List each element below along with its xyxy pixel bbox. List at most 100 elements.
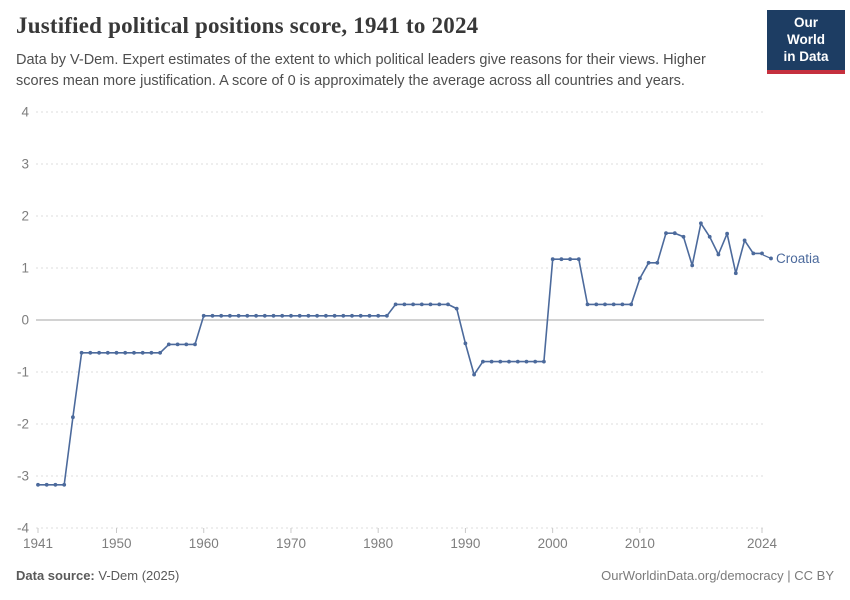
series-end-label: Croatia bbox=[776, 251, 820, 266]
data-point-marker bbox=[341, 313, 346, 318]
data-point-marker bbox=[254, 313, 258, 318]
series-label-connector-dot bbox=[769, 256, 773, 261]
data-point-marker bbox=[446, 302, 450, 307]
data-point-marker bbox=[376, 313, 381, 318]
data-point-marker bbox=[751, 251, 756, 256]
data-point-marker bbox=[681, 234, 686, 239]
data-point-marker bbox=[524, 359, 529, 364]
data-point-marker bbox=[533, 359, 538, 364]
data-point-marker bbox=[716, 252, 721, 257]
data-point-marker bbox=[638, 276, 642, 281]
x-tick-label: 1980 bbox=[363, 536, 393, 551]
x-tick-label: 1941 bbox=[23, 536, 53, 551]
data-point-marker bbox=[245, 313, 250, 318]
data-point-marker bbox=[315, 313, 319, 318]
data-point-marker bbox=[402, 302, 407, 307]
data-point-marker bbox=[481, 359, 485, 364]
data-point-marker bbox=[358, 313, 363, 318]
x-tick-label: 1970 bbox=[276, 536, 306, 551]
data-point-marker bbox=[140, 350, 145, 355]
data-point-marker bbox=[297, 313, 302, 318]
data-point-marker bbox=[542, 359, 546, 364]
x-tick-label: 1960 bbox=[189, 536, 219, 551]
data-point-marker bbox=[332, 313, 337, 318]
data-point-marker bbox=[385, 313, 389, 318]
data-point-marker bbox=[62, 482, 67, 487]
data-point-marker bbox=[367, 313, 372, 318]
data-point-marker bbox=[498, 359, 503, 364]
y-tick-label: 0 bbox=[21, 313, 29, 328]
data-point-marker bbox=[158, 350, 163, 355]
data-point-marker bbox=[507, 359, 511, 364]
data-point-marker bbox=[515, 359, 520, 364]
y-tick-label: -3 bbox=[17, 469, 29, 484]
y-tick-label: 3 bbox=[21, 157, 29, 172]
data-point-marker bbox=[489, 359, 494, 364]
owid-logo[interactable]: Our World in Data bbox=[767, 10, 845, 74]
data-point-marker bbox=[97, 350, 101, 355]
data-point-marker bbox=[175, 342, 180, 347]
data-point-marker bbox=[53, 482, 58, 487]
data-point-marker bbox=[594, 302, 599, 307]
chart-title: Justified political positions score, 194… bbox=[16, 13, 479, 38]
x-tick-label: 2000 bbox=[538, 536, 568, 551]
data-source-value: V-Dem (2025) bbox=[94, 568, 180, 583]
data-point-marker bbox=[149, 350, 154, 355]
data-point-marker bbox=[672, 231, 677, 236]
data-point-marker bbox=[629, 302, 634, 307]
series-line bbox=[37, 222, 763, 486]
data-point-marker bbox=[219, 313, 224, 318]
data-point-marker bbox=[559, 257, 564, 262]
data-point-marker bbox=[428, 302, 433, 307]
data-point-marker bbox=[262, 313, 267, 318]
data-point-marker bbox=[324, 313, 328, 318]
data-point-marker bbox=[210, 313, 215, 318]
data-point-marker bbox=[690, 263, 695, 268]
attribution-link[interactable]: OurWorldinData.org/democracy | CC BY bbox=[601, 568, 834, 583]
x-tick-label: 2010 bbox=[625, 536, 655, 551]
y-tick-label: -2 bbox=[17, 417, 29, 432]
data-point-marker bbox=[733, 271, 738, 276]
chart-subtitle: Data by V-Dem. Expert estimates of the e… bbox=[16, 52, 706, 89]
y-tick-label: 1 bbox=[21, 261, 29, 276]
data-point-marker bbox=[725, 231, 729, 236]
data-point-marker bbox=[576, 257, 581, 262]
data-point-marker bbox=[193, 342, 197, 347]
chart-footer: Data source: V-Dem (2025) OurWorldinData… bbox=[16, 568, 834, 583]
data-point-marker bbox=[655, 260, 660, 265]
data-point-marker bbox=[437, 302, 442, 307]
data-point-marker bbox=[603, 302, 607, 307]
data-point-marker bbox=[201, 313, 206, 318]
data-point-marker bbox=[79, 350, 84, 355]
data-point-marker bbox=[707, 234, 712, 239]
data-point-marker bbox=[454, 306, 459, 311]
y-tick-label: -4 bbox=[17, 521, 29, 536]
data-point-marker bbox=[646, 260, 651, 265]
data-point-marker bbox=[411, 302, 415, 307]
data-source: Data source: V-Dem (2025) bbox=[16, 568, 179, 583]
data-point-marker bbox=[350, 313, 354, 318]
data-point-marker bbox=[419, 302, 424, 307]
x-tick-label: 1990 bbox=[450, 536, 480, 551]
data-source-label: Data source: bbox=[16, 568, 95, 583]
data-point-marker bbox=[393, 302, 398, 307]
data-point-marker bbox=[289, 313, 293, 318]
data-point-marker bbox=[463, 341, 468, 346]
data-point-marker bbox=[472, 372, 476, 377]
data-point-marker bbox=[611, 302, 616, 307]
y-tick-label: 2 bbox=[21, 209, 29, 224]
y-tick-label: 4 bbox=[21, 105, 29, 120]
data-point-marker bbox=[271, 313, 276, 318]
y-tick-label: -1 bbox=[17, 365, 29, 380]
owid-logo-line1: Our World bbox=[787, 15, 825, 47]
data-point-marker bbox=[568, 257, 572, 262]
data-point-marker bbox=[105, 350, 110, 355]
data-point-marker bbox=[36, 482, 40, 487]
data-point-marker bbox=[585, 302, 590, 307]
data-point-marker bbox=[280, 313, 285, 318]
data-point-marker bbox=[306, 313, 311, 318]
owid-logo-line2: in Data bbox=[783, 48, 829, 64]
data-point-marker bbox=[620, 302, 625, 307]
data-point-marker bbox=[88, 350, 93, 355]
data-point-marker bbox=[760, 251, 764, 256]
